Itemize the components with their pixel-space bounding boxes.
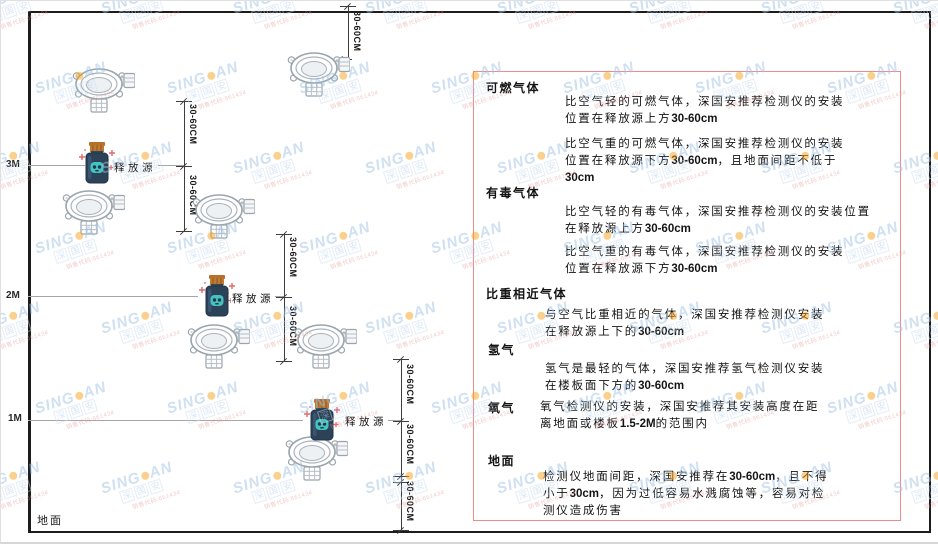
- panel-section-heading: 氧气: [488, 399, 515, 416]
- level-label-3m: 3M: [6, 159, 20, 170]
- panel-text-line: 检测仪地面间距，深国安推荐在30-60cm，且不得: [543, 469, 828, 486]
- release-source-label: 释放源: [113, 160, 157, 175]
- panel-text-line: 在释放源上下的30-60cm: [545, 324, 824, 341]
- gas-detector-icon: [61, 187, 125, 239]
- gas-detector-icon: [186, 321, 250, 373]
- orange-dot-icon: [932, 310, 938, 320]
- dimension-tick: [393, 530, 409, 531]
- panel-text-line: 比空气重的可燃气体，深国安推荐检测仪的安装: [565, 136, 844, 153]
- level-line-2m: [28, 296, 198, 297]
- panel-text-line: 比空气重的有毒气体，深国安推荐检测仪的安装: [565, 244, 844, 261]
- ground-label: 地面: [37, 512, 63, 528]
- dimension-tick: [393, 359, 409, 360]
- dimension-tick: [276, 234, 292, 235]
- panel-text-line: 位置在释放源下方30-60cm，且地面间距不低于: [565, 153, 844, 170]
- panel-section-heading: 比重相近气体: [486, 285, 567, 302]
- release-source-label: 释放源: [344, 414, 388, 429]
- orange-dot-icon: [8, 310, 18, 320]
- level-line-1m: [28, 420, 303, 421]
- panel-text-line: 氢气是最轻的气体，深国安推荐氢气检测仪安装: [545, 361, 824, 378]
- dimension-tick: [276, 297, 292, 298]
- panel-text-line: 在释放源上方30-60cm: [565, 221, 871, 238]
- dimension-tick: [176, 101, 192, 102]
- dimension-line-1m-group: [401, 359, 402, 531]
- release-source-icon: [77, 141, 117, 187]
- dim-label-30-60cm: 30-60CM: [405, 481, 415, 522]
- installation-guidelines-panel: 可燃气体比空气轻的可燃气体，深国安推荐检测仪的安装位置在释放源上方30-60cm…: [473, 71, 901, 521]
- panel-paragraph: 检测仪地面间距，深国安推荐在30-60cm，且不得小于30cm，因为过低容易水溅…: [543, 469, 828, 520]
- panel-section-heading: 氢气: [488, 341, 515, 358]
- panel-paragraph: 比空气轻的可燃气体，深国安推荐检测仪的安装位置在释放源上方30-60cm: [565, 94, 844, 128]
- panel-text-line: 比空气轻的可燃气体，深国安推荐检测仪的安装: [565, 94, 844, 111]
- panel-text-line: 30cm: [565, 170, 844, 187]
- release-source-label: 释放源: [231, 291, 275, 306]
- panel-section-heading: 可燃气体: [486, 79, 540, 96]
- dimension-tick: [340, 6, 356, 7]
- dim-label-30-60cm: 30-60CM: [405, 364, 415, 405]
- dimension-tick: [393, 476, 409, 477]
- panel-paragraph: 比空气轻的有毒气体，深国安推荐检测仪的安装位置在释放源上方30-60cm: [565, 204, 871, 238]
- panel-paragraph: 氢气是最轻的气体，深国安推荐氢气检测仪安装在楼板面下方的30-60cm: [545, 361, 824, 395]
- level-label-2m: 2M: [6, 290, 20, 301]
- panel-text-line: 位置在释放源下方30-60cm: [565, 261, 844, 278]
- panel-paragraph: 氧气检测仪的安装，深国安推荐其安装高度在距离地面或楼板1.5-2M的范围内: [540, 399, 819, 433]
- orange-dot-icon: [932, 150, 938, 160]
- dim-label-30-60cm: 30-60CM: [405, 424, 415, 465]
- panel-paragraph: 比空气重的可燃气体，深国安推荐检测仪的安装位置在释放源下方30-60cm，且地面…: [565, 136, 844, 187]
- dimension-tick: [176, 166, 192, 167]
- dim-label-30-60cm: 30-60CM: [188, 104, 198, 145]
- dimension-tick: [276, 361, 292, 362]
- level-label-1m: 1M: [8, 413, 22, 424]
- gas-detector-icon: [191, 191, 255, 243]
- panel-text-line: 氧气检测仪的安装，深国安推荐其安装高度在距: [540, 399, 819, 416]
- panel-text-line: 小于30cm，因为过低容易水溅腐蚀等，容易对检: [543, 486, 828, 503]
- dim-label-30-60cm: 30-60CM: [352, 11, 362, 52]
- gas-detector-icon: [286, 49, 350, 101]
- dimension-tick: [393, 421, 409, 422]
- panel-paragraph: 比空气重的有毒气体，深国安推荐检测仪的安装位置在释放源下方30-60cm: [565, 244, 844, 278]
- gas-detector-icon: [71, 65, 135, 117]
- dim-label-30-60cm: 30-60CM: [288, 237, 298, 278]
- panel-section-heading: 地面: [488, 452, 515, 469]
- panel-text-line: 测仪造成伤害: [543, 503, 828, 520]
- dimension-tick: [176, 231, 192, 232]
- orange-dot-icon: [8, 470, 18, 480]
- release-source-icon: [302, 398, 342, 444]
- panel-text-line: 在楼板面下方的30-60cm: [545, 378, 824, 395]
- panel-section-heading: 有毒气体: [486, 184, 540, 201]
- orange-dot-icon: [932, 470, 938, 480]
- panel-text-line: 离地面或楼板1.5-2M的范围内: [540, 416, 819, 433]
- panel-text-line: 比空气轻的有毒气体，深国安推荐检测仪的安装位置: [565, 204, 871, 221]
- panel-paragraph: 与空气比重相近的气体，深国安推荐检测仪安装在释放源上下的30-60cm: [545, 307, 824, 341]
- panel-text-line: 位置在释放源上方30-60cm: [565, 111, 844, 128]
- gas-detector-icon: [293, 321, 357, 373]
- panel-text-line: 与空气比重相近的气体，深国安推荐检测仪安装: [545, 307, 824, 324]
